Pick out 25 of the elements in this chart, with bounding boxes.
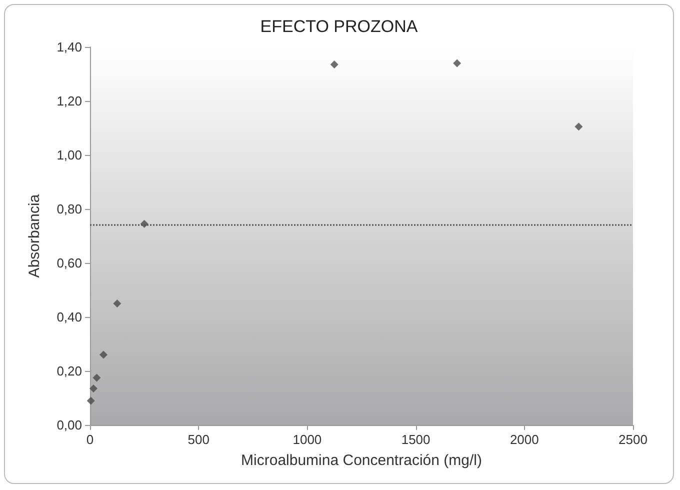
point: [89, 384, 98, 393]
y-tick-label: 0,60: [56, 256, 82, 270]
chart-title: EFECTO PROZONA: [260, 17, 418, 36]
point: [99, 350, 108, 359]
point: [453, 59, 462, 68]
y-tick-label: 1,20: [56, 94, 82, 108]
point: [574, 122, 583, 131]
y-tick-label: 1,00: [56, 148, 82, 162]
point: [330, 60, 338, 69]
x-axis-title: Microalbumina Concentración (mg/l): [241, 452, 482, 469]
x-tick-label: 2500: [618, 432, 648, 447]
y-axis-title: Absorbancia: [26, 194, 43, 278]
x-tick-label: 500: [188, 432, 210, 447]
y-tick-label: 0,80: [56, 202, 82, 216]
point: [113, 300, 122, 308]
x-tick-label: 1000: [292, 432, 322, 447]
y-tick-label: 0,00: [56, 418, 82, 432]
y-tick-label: 1,40: [56, 40, 82, 54]
x-tick-label: 1500: [401, 432, 430, 447]
x-tick-label: 0: [86, 432, 94, 447]
point: [86, 396, 95, 405]
y-tick-label: 0,40: [56, 310, 82, 324]
x-tick-label: 2000: [510, 432, 539, 447]
point: [92, 374, 101, 382]
y-tick-label: 0,20: [56, 364, 82, 378]
